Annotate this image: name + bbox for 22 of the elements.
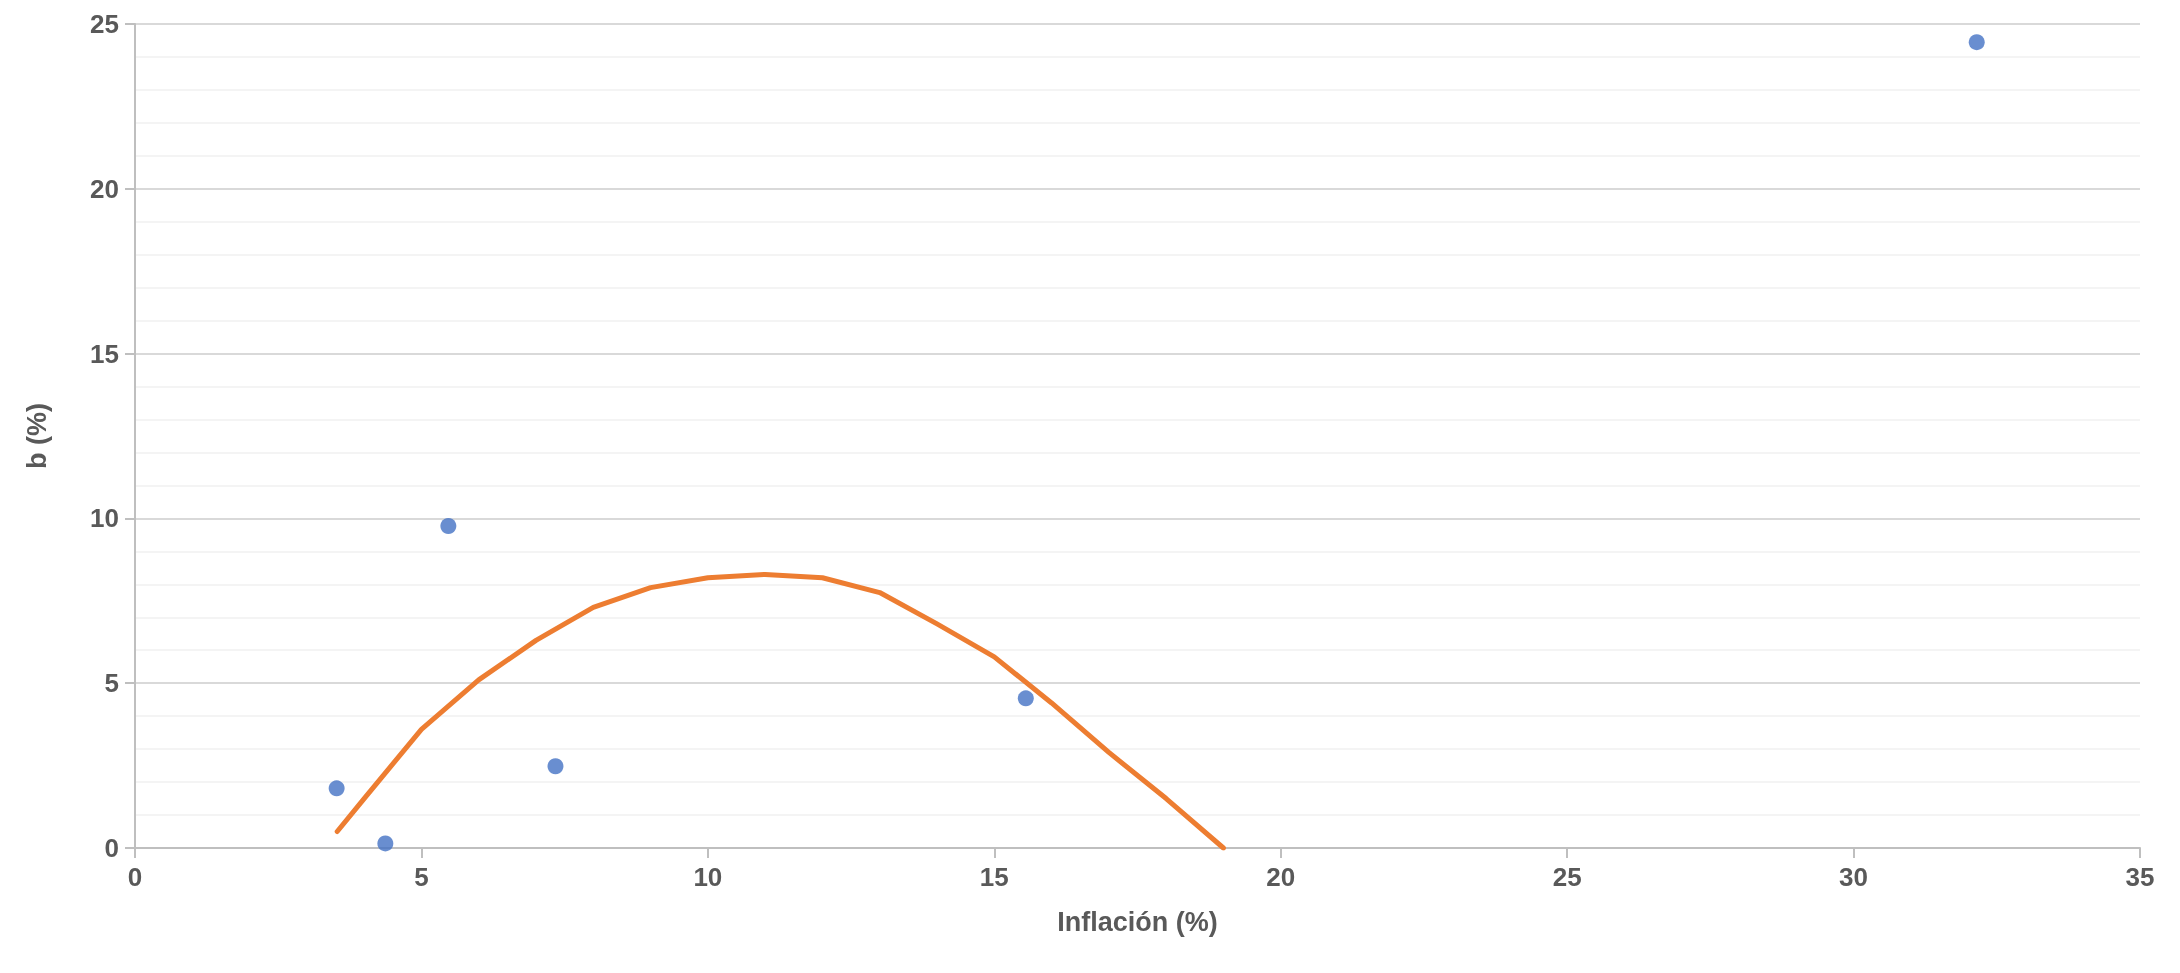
y-tick-label: 25 <box>90 9 119 39</box>
point <box>1017 690 1034 707</box>
y-tick-label: 15 <box>90 338 119 369</box>
x-tick-label: 20 <box>1266 862 1296 892</box>
x-tick-label: 5 <box>414 862 429 892</box>
point <box>547 758 564 775</box>
point <box>328 780 345 797</box>
x-tick-label: 30 <box>1839 862 1869 892</box>
x-tick-label: 0 <box>127 862 143 892</box>
y-tick-label: 20 <box>90 173 119 204</box>
y-tick-label: 5 <box>104 668 119 699</box>
x-tick-label: 25 <box>1552 862 1582 892</box>
y-axis-title: b (%) <box>21 403 52 469</box>
x-axis-title: Inflación (%) <box>1057 906 1218 937</box>
point <box>377 835 394 852</box>
x-tick-label: 10 <box>693 862 723 892</box>
x-tick-label: 15 <box>979 862 1009 892</box>
point <box>440 517 457 534</box>
y-tick-label: 10 <box>90 503 119 534</box>
x-tick-label: 35 <box>2125 862 2155 892</box>
point <box>1968 34 1985 51</box>
y-tick-label: 0 <box>104 833 119 863</box>
